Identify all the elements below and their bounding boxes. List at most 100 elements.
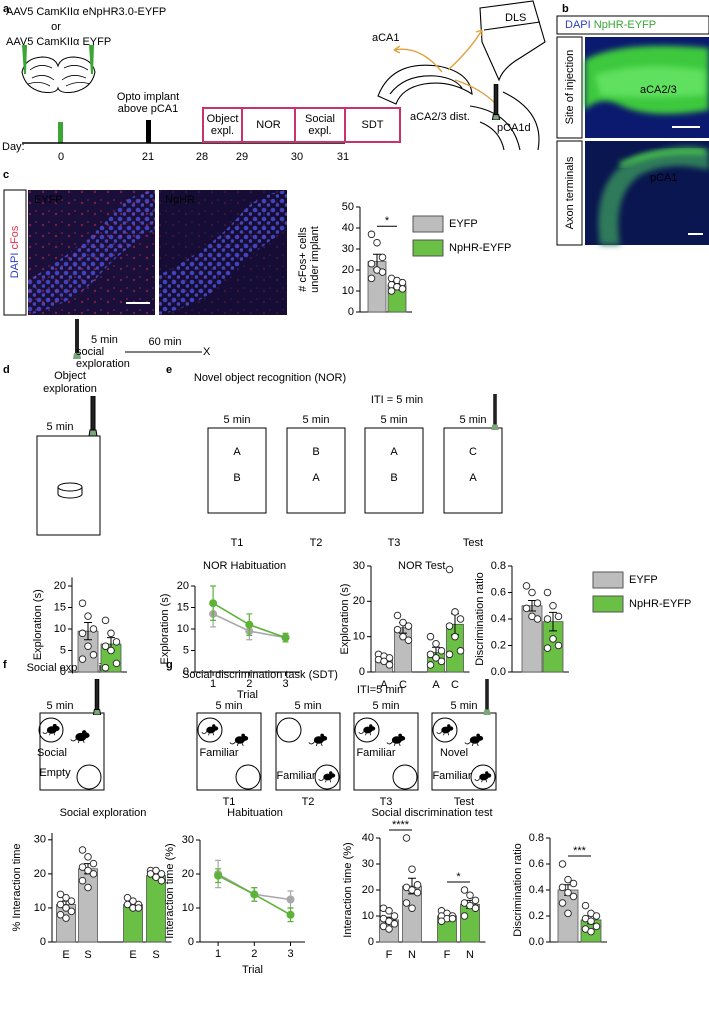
data-point: [101, 663, 110, 672]
object-label: B: [390, 472, 397, 484]
chart-title: Habituation: [227, 807, 283, 819]
data-point: [549, 635, 557, 643]
day: 29: [236, 151, 248, 163]
arena-d: [36, 396, 101, 536]
implant: [491, 394, 499, 430]
y-tick-label: 0: [188, 936, 194, 948]
x-tick-label: 2: [251, 948, 257, 960]
y-tick-label: 20: [342, 264, 354, 276]
y-tick-label: 10: [177, 623, 189, 635]
protocol-duration: 5 min: [91, 334, 118, 346]
data-point: [89, 651, 98, 659]
data-point: [404, 636, 413, 644]
panel-letter: g: [166, 659, 173, 671]
stage-label: Social: [305, 113, 335, 125]
x-tick-label: N: [466, 949, 474, 961]
data-point: [522, 582, 531, 590]
data-point: [387, 287, 396, 295]
data-point: [152, 873, 160, 882]
y-axis-label: Discrimination ratio: [474, 572, 486, 666]
y-axis-label: Interaction time (%): [164, 843, 176, 938]
data-point: [89, 625, 98, 633]
day: 0: [58, 151, 64, 163]
data-point: [413, 881, 422, 889]
y-tick-label: 10: [182, 902, 194, 914]
y-tick-label: 20: [54, 580, 66, 592]
data-point: [123, 900, 132, 909]
data-point: [286, 910, 295, 919]
data-point: [564, 888, 572, 897]
day: 28: [196, 151, 208, 163]
day: 31: [337, 151, 349, 163]
y-tick-label: 0: [359, 666, 365, 678]
data-point: [101, 642, 110, 650]
y-tick-label: 30: [182, 834, 194, 846]
data-point: [402, 899, 411, 907]
y-tick-label: 0.4: [491, 613, 506, 625]
panel-letter: f: [3, 659, 7, 671]
legend-swatch: [592, 571, 624, 589]
data-point: [84, 883, 92, 892]
data-point: [385, 925, 393, 933]
significance-label: ***: [573, 845, 587, 857]
data-point: [146, 870, 155, 878]
y-tick-label: 40: [342, 222, 354, 234]
x-tick-label: 1: [210, 678, 216, 690]
arena: [431, 712, 497, 791]
zone-label: Social: [37, 747, 67, 759]
data-point: [398, 285, 407, 293]
object-label: A: [469, 472, 477, 484]
data-point: [157, 876, 166, 885]
region-label: pCA1: [650, 172, 678, 184]
y-tick-label: 20: [177, 580, 189, 592]
y-tick-label: 0.4: [529, 884, 544, 896]
protocol-end: X: [203, 346, 211, 358]
duration-label: 5 min: [224, 414, 251, 426]
data-point: [587, 917, 595, 925]
data-point: [134, 904, 143, 912]
panel-title: exploration: [43, 383, 97, 395]
region-label: aCA2/3: [640, 84, 677, 96]
trial-label: T3: [388, 537, 401, 549]
data-point: [250, 890, 259, 899]
y-tick-label: 10: [362, 910, 374, 922]
y-tick-label: 0.0: [491, 666, 506, 678]
x-tick-label: C: [451, 679, 459, 691]
injection-diagram: [21, 45, 401, 144]
y-tick-label: 10: [34, 902, 46, 914]
data-point: [78, 655, 87, 663]
data-point: [581, 901, 590, 910]
mouse: [318, 771, 336, 783]
chart-title: NOR Habituation: [203, 560, 286, 572]
arena: [443, 427, 503, 514]
x-tick-label: 2: [246, 678, 252, 690]
data-point: [281, 633, 290, 642]
y-tick-label: 30: [34, 834, 46, 846]
data-point: [56, 890, 65, 899]
iti-label: ITI=5 min: [357, 684, 403, 696]
data-point: [385, 654, 394, 662]
y-tick-label: 0: [40, 936, 46, 948]
data-point: [408, 865, 416, 873]
region-label: DLS: [505, 12, 526, 24]
mouse: [436, 724, 454, 736]
data-point: [78, 846, 87, 854]
legend-swatch: [412, 215, 444, 233]
zone-label: Familiar: [432, 770, 471, 782]
data-point: [522, 604, 531, 613]
data-point: [62, 904, 70, 912]
y-tick-label: 15: [54, 601, 66, 613]
data-point: [56, 900, 65, 909]
object-label: A: [233, 446, 241, 458]
panel-letter: e: [166, 364, 172, 376]
object-label: A: [312, 472, 320, 484]
data-point: [390, 920, 399, 928]
legend-label: EYFP: [629, 574, 658, 586]
mouse: [201, 724, 219, 736]
stain-dapi: DAPI: [565, 19, 591, 31]
data-point: [471, 904, 480, 912]
data-point: [385, 907, 393, 915]
data-point: [592, 912, 601, 920]
y-tick-label: 20: [353, 595, 365, 607]
